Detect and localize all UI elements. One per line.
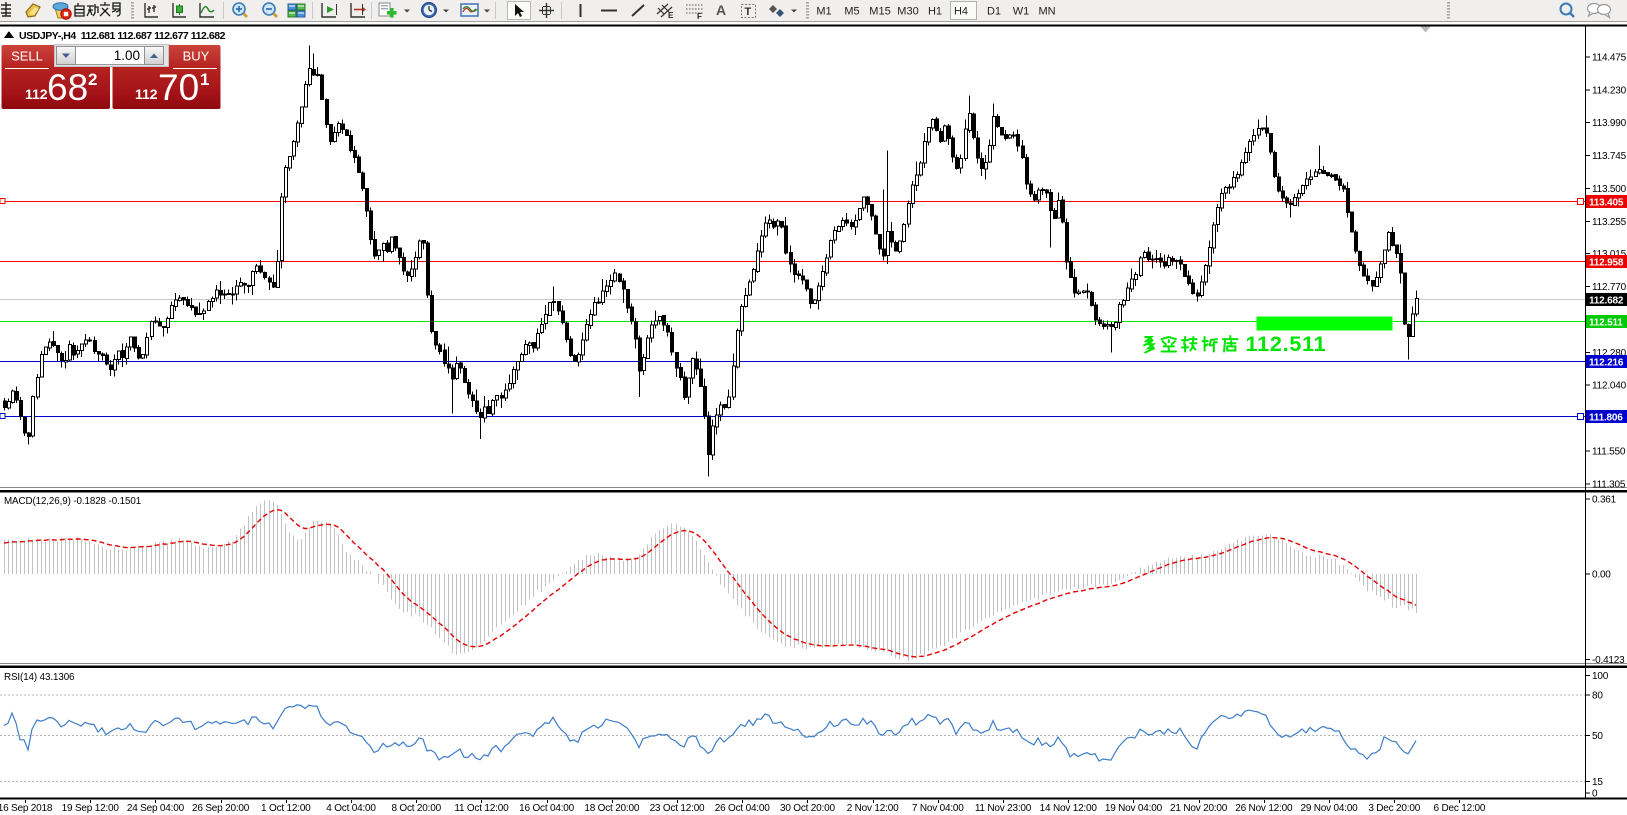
svg-text:14 Nov 12:00: 14 Nov 12:00 (1040, 803, 1098, 814)
svg-text:26 Nov 12:00: 26 Nov 12:00 (1235, 803, 1293, 814)
svg-text:0: 0 (1592, 788, 1598, 799)
svg-text:112.511: 112.511 (1246, 332, 1327, 356)
svg-text:30 Oct 20:00: 30 Oct 20:00 (780, 803, 835, 814)
svg-text:1.00: 1.00 (114, 48, 140, 63)
svg-text:0.00: 0.00 (1592, 570, 1611, 581)
svg-text:USDJPY-,H4 112.681 112.687 11: USDJPY-,H4 112.681 112.687 112.677 112.6… (19, 30, 226, 42)
svg-text:MACD(12,26,9) -0.1828 -0.1501: MACD(12,26,9) -0.1828 -0.1501 (4, 496, 141, 507)
svg-text:114.230: 114.230 (1592, 86, 1627, 97)
svg-text:112.040: 112.040 (1592, 381, 1627, 392)
svg-text:M5: M5 (844, 6, 859, 18)
svg-text:113.255: 113.255 (1592, 217, 1627, 228)
svg-text:24 Sep 04:00: 24 Sep 04:00 (127, 803, 185, 814)
svg-text:4 Oct 04:00: 4 Oct 04:00 (326, 803, 376, 814)
svg-text:19 Sep 12:00: 19 Sep 12:00 (62, 803, 120, 814)
svg-text:111.305: 111.305 (1592, 480, 1626, 491)
svg-text:MN: MN (1038, 6, 1055, 18)
svg-text:6 Dec 12:00: 6 Dec 12:00 (1434, 803, 1486, 814)
svg-text:D1: D1 (987, 6, 1001, 18)
svg-text:68: 68 (47, 67, 88, 108)
svg-text:23 Oct 12:00: 23 Oct 12:00 (650, 803, 705, 814)
svg-text:112.770: 112.770 (1592, 282, 1627, 293)
svg-text:114.475: 114.475 (1592, 53, 1627, 64)
svg-text:2 Nov 12:00: 2 Nov 12:00 (847, 803, 899, 814)
svg-text:W1: W1 (1013, 6, 1030, 18)
svg-text:112: 112 (25, 86, 48, 102)
svg-text:112.511: 112.511 (1589, 318, 1623, 329)
svg-text:11 Nov 23:00: 11 Nov 23:00 (975, 803, 1032, 814)
svg-text:BUY: BUY (183, 49, 210, 64)
svg-text:F: F (697, 12, 702, 21)
svg-text:E: E (668, 11, 674, 20)
svg-text:-0.4123: -0.4123 (1592, 655, 1625, 666)
svg-text:7 Nov 04:00: 7 Nov 04:00 (912, 803, 964, 814)
svg-text:16 Sep 2018: 16 Sep 2018 (0, 803, 53, 814)
svg-text:113.990: 113.990 (1592, 118, 1627, 129)
svg-text:100: 100 (1592, 671, 1609, 682)
svg-text:8 Oct 20:00: 8 Oct 20:00 (391, 803, 441, 814)
svg-text:113.500: 113.500 (1592, 184, 1627, 195)
svg-text:M1: M1 (816, 6, 831, 18)
svg-text:H1: H1 (928, 6, 942, 18)
svg-text:3 Dec 20:00: 3 Dec 20:00 (1368, 803, 1420, 814)
svg-text:111.806: 111.806 (1589, 413, 1623, 424)
svg-text:M30: M30 (897, 6, 918, 18)
svg-text:15: 15 (1592, 777, 1603, 788)
svg-text:T: T (745, 6, 752, 18)
svg-text:50: 50 (1592, 731, 1603, 742)
svg-text:26 Oct 04:00: 26 Oct 04:00 (715, 803, 770, 814)
svg-text:1 Oct 12:00: 1 Oct 12:00 (261, 803, 311, 814)
svg-text:29 Nov 04:00: 29 Nov 04:00 (1300, 803, 1358, 814)
svg-text:SELL: SELL (11, 49, 43, 64)
svg-text:16 Oct 04:00: 16 Oct 04:00 (519, 803, 574, 814)
svg-text:26 Sep 20:00: 26 Sep 20:00 (192, 803, 250, 814)
svg-text:112: 112 (135, 86, 158, 102)
svg-text:112.216: 112.216 (1589, 358, 1624, 369)
svg-text:H4: H4 (954, 6, 968, 18)
svg-text:112.958: 112.958 (1589, 258, 1624, 269)
svg-text:19 Nov 04:00: 19 Nov 04:00 (1105, 803, 1163, 814)
svg-text:1: 1 (200, 70, 209, 89)
svg-text:RSI(14) 43.1306: RSI(14) 43.1306 (4, 672, 75, 683)
svg-text:112.682: 112.682 (1589, 296, 1624, 307)
svg-text:21 Nov 20:00: 21 Nov 20:00 (1170, 803, 1228, 814)
svg-text:A: A (716, 2, 726, 18)
svg-text:113.745: 113.745 (1592, 151, 1627, 162)
svg-text:0.361: 0.361 (1592, 495, 1617, 506)
svg-text:80: 80 (1592, 691, 1603, 702)
svg-text:111.550: 111.550 (1592, 447, 1626, 458)
svg-text:M15: M15 (869, 6, 890, 18)
svg-text:2: 2 (88, 70, 97, 89)
svg-text:112.280: 112.280 (1592, 348, 1627, 359)
svg-text:70: 70 (158, 67, 199, 108)
svg-text:113.405: 113.405 (1589, 198, 1624, 209)
svg-text:18 Oct 20:00: 18 Oct 20:00 (584, 803, 639, 814)
svg-text:11 Oct 12:00: 11 Oct 12:00 (454, 803, 509, 814)
svg-text:113.015: 113.015 (1592, 249, 1627, 260)
